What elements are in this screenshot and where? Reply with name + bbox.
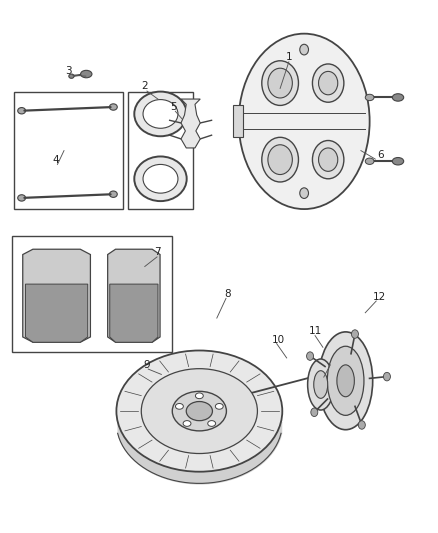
Bar — [233, 106, 243, 138]
Ellipse shape — [300, 188, 308, 198]
Ellipse shape — [141, 369, 258, 454]
Ellipse shape — [195, 393, 203, 399]
Bar — [12, 236, 172, 352]
Ellipse shape — [312, 64, 344, 102]
Ellipse shape — [392, 158, 404, 165]
Ellipse shape — [300, 44, 308, 55]
Ellipse shape — [358, 421, 365, 429]
Ellipse shape — [307, 359, 334, 410]
Ellipse shape — [268, 145, 292, 174]
Ellipse shape — [307, 352, 314, 360]
Ellipse shape — [134, 157, 187, 201]
Ellipse shape — [172, 391, 226, 431]
Ellipse shape — [262, 138, 298, 182]
Text: 6: 6 — [377, 150, 384, 160]
Ellipse shape — [215, 403, 223, 409]
Bar — [14, 92, 123, 209]
Polygon shape — [25, 284, 88, 342]
Ellipse shape — [392, 94, 404, 101]
Ellipse shape — [351, 330, 358, 338]
Ellipse shape — [110, 191, 117, 197]
Ellipse shape — [143, 100, 178, 128]
Text: 11: 11 — [308, 326, 321, 336]
Text: 8: 8 — [224, 289, 231, 299]
Ellipse shape — [262, 61, 298, 106]
Text: 2: 2 — [141, 81, 148, 91]
Ellipse shape — [318, 332, 373, 430]
Ellipse shape — [239, 34, 370, 209]
Ellipse shape — [318, 71, 338, 95]
Ellipse shape — [311, 408, 318, 416]
Ellipse shape — [18, 108, 25, 114]
Ellipse shape — [81, 70, 92, 78]
Ellipse shape — [318, 148, 338, 171]
Ellipse shape — [117, 351, 283, 472]
Ellipse shape — [186, 401, 212, 421]
Ellipse shape — [337, 365, 354, 397]
Ellipse shape — [69, 74, 74, 78]
Bar — [128, 92, 193, 209]
Polygon shape — [23, 249, 90, 342]
Ellipse shape — [134, 92, 187, 136]
Text: 3: 3 — [65, 66, 72, 76]
Text: 9: 9 — [144, 360, 150, 370]
Ellipse shape — [314, 370, 328, 398]
Ellipse shape — [312, 141, 344, 179]
Polygon shape — [110, 284, 158, 342]
Ellipse shape — [110, 104, 117, 110]
Text: 13: 13 — [316, 368, 329, 378]
Text: 4: 4 — [52, 155, 59, 165]
Polygon shape — [108, 249, 160, 342]
Ellipse shape — [183, 421, 191, 426]
Polygon shape — [181, 99, 200, 148]
Ellipse shape — [365, 94, 374, 101]
Ellipse shape — [268, 68, 292, 98]
Text: 1: 1 — [286, 52, 292, 61]
Text: 7: 7 — [155, 247, 161, 257]
Ellipse shape — [143, 165, 178, 193]
Ellipse shape — [327, 346, 364, 415]
Ellipse shape — [18, 195, 25, 201]
Text: 10: 10 — [272, 335, 285, 345]
Ellipse shape — [208, 421, 215, 426]
Text: 12: 12 — [373, 292, 386, 302]
Ellipse shape — [176, 403, 184, 409]
Ellipse shape — [383, 373, 390, 381]
Ellipse shape — [365, 158, 374, 165]
Text: 5: 5 — [170, 102, 177, 112]
